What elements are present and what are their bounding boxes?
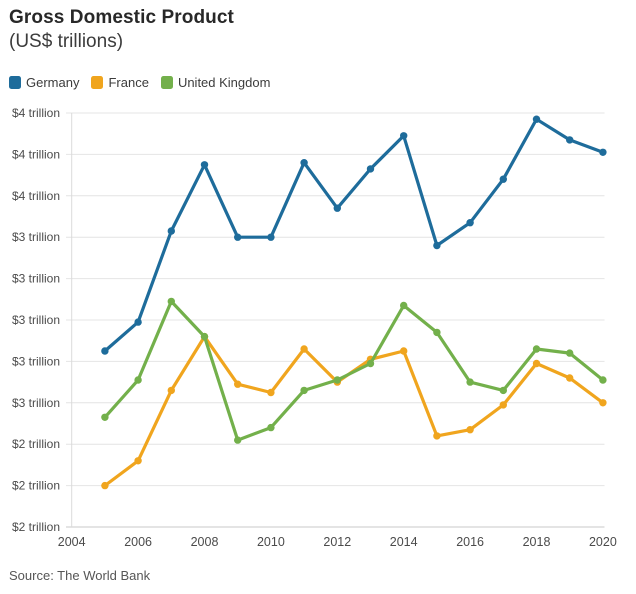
data-point-germany xyxy=(599,148,607,156)
data-point-united-kingdom xyxy=(366,359,375,368)
y-axis-tick-label: $2 trillion xyxy=(12,479,60,493)
chart-title: Gross Domestic Product xyxy=(9,7,234,28)
legend-item-united-kingdom: United Kingdom xyxy=(160,75,271,90)
x-axis-tick-label: 2018 xyxy=(523,535,551,549)
data-point-united-kingdom xyxy=(200,332,209,341)
data-point-france xyxy=(433,432,441,440)
y-axis-tick-label: $4 trillion xyxy=(12,147,60,161)
data-point-germany xyxy=(499,175,507,183)
y-axis-tick-label: $4 trillion xyxy=(12,106,60,120)
x-axis-tick-label: 2020 xyxy=(589,535,617,549)
x-axis-tick-label: 2006 xyxy=(124,535,152,549)
legend-item-germany: Germany xyxy=(9,75,79,90)
data-point-germany xyxy=(366,165,375,173)
data-point-germany xyxy=(101,347,109,355)
data-point-germany xyxy=(466,219,474,227)
y-axis-tick-label: $3 trillion xyxy=(12,354,60,368)
series-line-united-kingdom xyxy=(103,299,605,442)
x-axis-tick-label: 2004 xyxy=(58,535,86,549)
x-axis-tick-label: 2014 xyxy=(390,535,418,549)
data-point-france xyxy=(400,347,408,355)
y-axis-tick-label: $3 trillion xyxy=(12,313,60,327)
y-axis-tick-label: $3 trillion xyxy=(12,396,60,410)
chart-subtitle: (US$ trillions) xyxy=(9,31,124,52)
legend-swatch-france-icon xyxy=(91,76,104,89)
data-point-germany xyxy=(532,115,541,123)
series-line-germany xyxy=(103,117,605,353)
x-axis-tick-label: 2016 xyxy=(456,535,484,549)
data-point-germany xyxy=(134,318,142,326)
data-point-germany xyxy=(200,161,209,169)
data-point-united-kingdom xyxy=(333,376,341,384)
data-point-germany xyxy=(333,204,341,212)
data-point-united-kingdom xyxy=(532,345,541,353)
x-axis-tick-label: 2008 xyxy=(191,535,219,549)
data-point-united-kingdom xyxy=(466,378,474,386)
data-point-france xyxy=(566,374,574,382)
data-point-united-kingdom xyxy=(234,436,242,444)
x-axis-tick-label: 2012 xyxy=(323,535,351,549)
data-point-united-kingdom xyxy=(300,386,308,395)
data-point-france xyxy=(234,380,242,388)
legend-item-france: France xyxy=(91,75,149,90)
data-point-france xyxy=(267,388,275,397)
data-point-united-kingdom xyxy=(599,376,607,384)
data-point-united-kingdom xyxy=(433,328,441,337)
y-axis-tick-label: $4 trillion xyxy=(12,189,60,203)
data-point-france xyxy=(466,426,474,434)
data-point-united-kingdom xyxy=(167,297,175,306)
y-axis-tick-label: $2 trillion xyxy=(12,437,60,451)
data-point-france xyxy=(101,481,109,490)
data-point-germany xyxy=(267,233,275,241)
legend-swatch-germany-icon xyxy=(9,76,21,89)
data-point-france xyxy=(134,457,142,465)
data-point-france xyxy=(532,359,541,368)
data-point-germany xyxy=(566,136,574,144)
data-point-united-kingdom xyxy=(566,349,574,357)
legend-label-france: France xyxy=(108,75,149,90)
legend-label-united-kingdom: United Kingdom xyxy=(177,75,271,90)
legend-swatch-united-kingdom-icon xyxy=(160,76,173,89)
data-point-germany xyxy=(234,233,242,241)
y-axis-tick-label: $3 trillion xyxy=(12,230,60,244)
data-point-united-kingdom xyxy=(101,413,109,421)
data-point-france xyxy=(300,345,308,353)
data-point-united-kingdom xyxy=(400,301,408,310)
legend-label-germany: Germany xyxy=(26,75,80,90)
x-axis-tick-label: 2010 xyxy=(257,535,285,549)
data-point-united-kingdom xyxy=(267,423,275,432)
data-point-france xyxy=(167,386,175,395)
data-point-germany xyxy=(300,159,308,167)
source-note: Source: The World Bank xyxy=(9,568,151,583)
y-axis-tick-label: $3 trillion xyxy=(12,272,60,286)
data-point-germany xyxy=(400,132,408,140)
data-point-united-kingdom xyxy=(499,386,507,395)
data-point-germany xyxy=(433,241,441,250)
data-point-united-kingdom xyxy=(134,376,142,384)
legend: Germany France United Kingdom xyxy=(9,75,270,90)
data-point-france xyxy=(499,401,507,409)
data-point-france xyxy=(599,399,607,407)
data-point-germany xyxy=(167,227,175,235)
y-axis-tick-label: $2 trillion xyxy=(12,520,60,534)
